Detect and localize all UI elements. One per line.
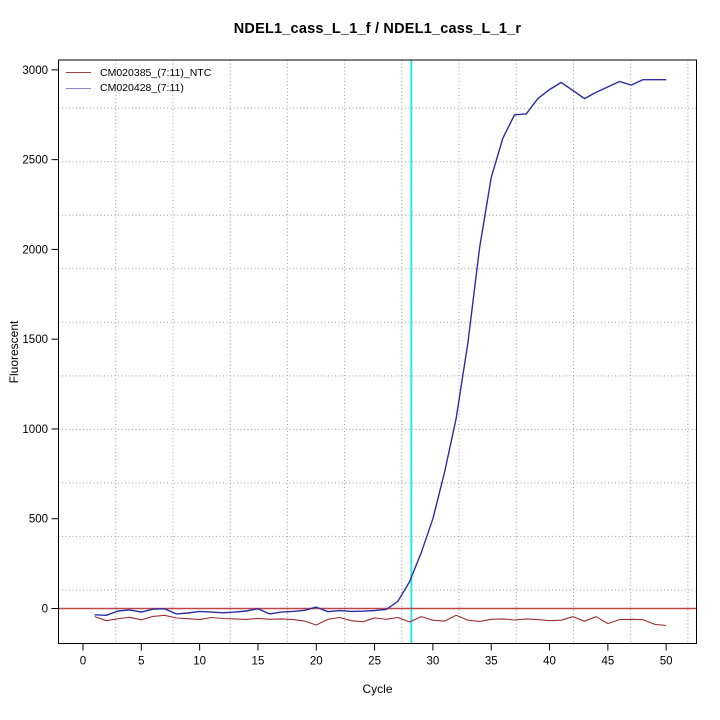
x-tick-label: 25 <box>368 656 381 668</box>
x-tick-label: 50 <box>660 656 673 668</box>
y-tick-label: 1500 <box>22 334 48 346</box>
x-tick-label: 40 <box>543 656 556 668</box>
x-tick-label: 0 <box>80 656 86 668</box>
x-tick-label: 10 <box>193 656 206 668</box>
series-curve-1 <box>94 78 667 616</box>
y-tick-label: 500 <box>29 514 48 526</box>
legend: CM020385_(7:11)_NTC CM020428_(7:11) <box>66 65 211 96</box>
y-tick-label: 2000 <box>22 244 48 256</box>
x-tick-label: 5 <box>138 656 144 668</box>
plot-border <box>58 59 697 644</box>
x-axis-label: Cycle <box>362 682 393 696</box>
y-axis-label: Fluorescent <box>7 320 21 384</box>
y-tick-label: 2500 <box>22 155 48 167</box>
y-tick-label: 1000 <box>22 424 48 436</box>
legend-key-line-ntc <box>66 72 91 74</box>
legend-item-sample: CM020428_(7:11) <box>66 81 211 97</box>
legend-label-ntc: CM020385_(7:11)_NTC <box>100 66 212 79</box>
series-curve-0 <box>94 614 667 627</box>
x-tick-label: 20 <box>310 656 323 668</box>
y-tick-label: 0 <box>42 603 48 615</box>
x-tick-label: 15 <box>252 656 265 668</box>
legend-label-sample: CM020428_(7:11) <box>100 82 184 95</box>
chart-title: NDEL1_cass_L_1_f / NDEL1_cass_L_1_r <box>233 21 522 37</box>
y-tick-label: 3000 <box>22 65 48 77</box>
legend-key-line-sample <box>66 87 91 89</box>
x-tick-label: 45 <box>601 656 614 668</box>
x-tick-label: 30 <box>427 656 440 668</box>
x-tick-label: 35 <box>485 656 498 668</box>
legend-item-ntc: CM020385_(7:11)_NTC <box>66 65 211 81</box>
